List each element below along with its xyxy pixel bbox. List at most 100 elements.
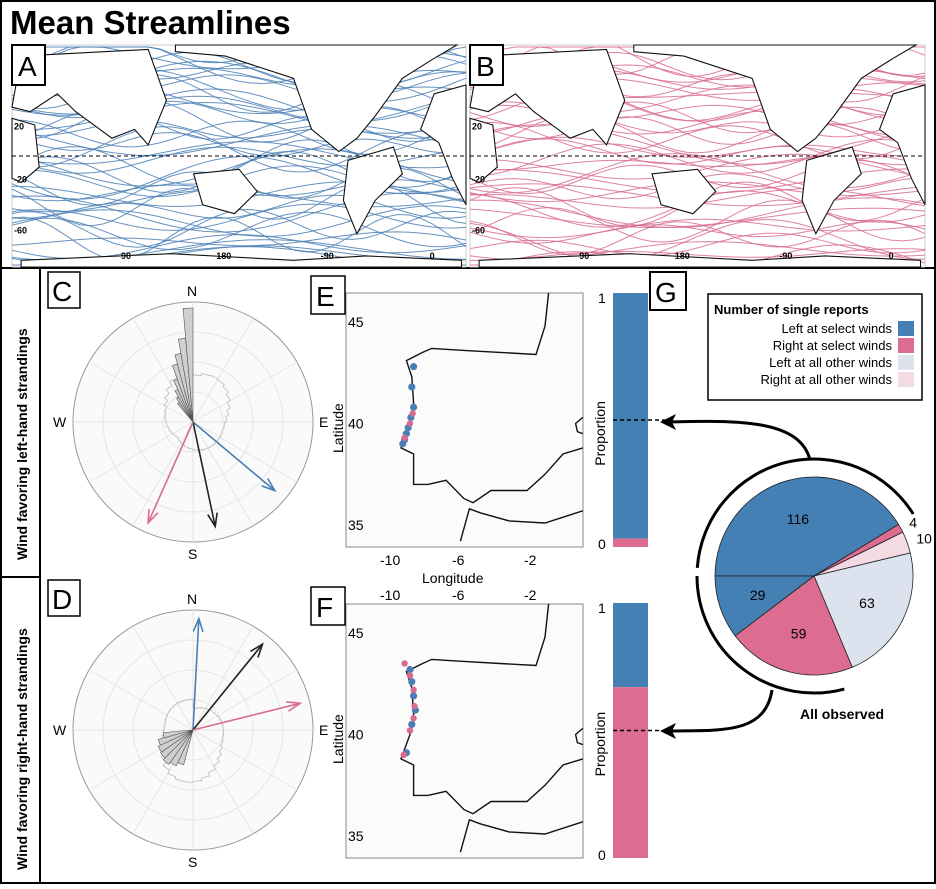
panel-label-box <box>47 579 81 617</box>
rose-plot-d: N S W E D <box>47 579 328 870</box>
stranding-point-right <box>401 660 408 667</box>
coastline <box>574 727 584 746</box>
x-tick-label: -2 <box>524 552 537 568</box>
y-axis-label: Proportion <box>592 401 608 466</box>
proportion-bar-e: 1 0 Proportion <box>592 290 665 552</box>
bar-segment-right <box>613 687 648 858</box>
streamline <box>469 218 926 263</box>
arrowhead-icon <box>660 414 676 430</box>
pie-caption: All observed <box>800 706 884 722</box>
y-tick-label: 40 <box>348 727 364 743</box>
stranding-point-left <box>410 403 418 411</box>
x-tick-label: -10 <box>380 552 400 568</box>
y-tick-label: 35 <box>348 517 364 533</box>
row-label-right: Wind favoring right-hand strandings <box>14 628 30 870</box>
link-arrow-to-e <box>667 419 812 461</box>
stranding-point-left <box>410 692 418 700</box>
arrowhead-icon <box>207 512 218 529</box>
figure-title: Mean Streamlines <box>10 4 291 41</box>
streamline <box>470 248 926 261</box>
arrowhead-icon <box>660 723 676 739</box>
pie-slice-label: 10 <box>916 530 932 546</box>
wind-arrow-right <box>147 421 194 524</box>
streamline <box>11 192 467 233</box>
row-label-left: Wind favoring left-hand strandings <box>14 328 30 560</box>
continent-outline <box>801 146 862 235</box>
continent-outline <box>11 48 167 146</box>
continent-outline <box>174 44 459 153</box>
bar-segment-right <box>613 538 648 547</box>
rose-wedge <box>162 729 194 765</box>
streamline <box>11 120 467 139</box>
stranding-point-right <box>410 715 417 722</box>
link-arrow-to-f <box>667 689 774 733</box>
legend-label: Right at select winds <box>773 338 893 353</box>
continent-outline <box>878 84 926 206</box>
legend-swatch <box>898 355 914 370</box>
continent-outline <box>469 48 626 146</box>
group-bracket-left <box>695 457 915 568</box>
streamline <box>11 203 467 231</box>
pie-slice <box>734 575 853 676</box>
compass-label-s: S <box>188 854 197 870</box>
lat-tick-label: -60 <box>14 226 27 236</box>
lon-tick-label: 0 <box>430 251 435 261</box>
panel-label-box <box>310 275 346 315</box>
wind-arrow-left <box>192 618 200 731</box>
continent-outline <box>469 117 498 184</box>
panel-label: B <box>476 51 495 82</box>
continent-outline <box>192 168 258 215</box>
coast-map-f: 45 40 35 -10 -6 -2 Latitude F <box>310 586 584 859</box>
streamline <box>469 218 926 239</box>
stranding-point-right <box>406 420 414 427</box>
rose-wedge <box>160 729 194 759</box>
stranding-point-right <box>400 751 407 758</box>
coastline <box>574 416 584 435</box>
stranding-point-right <box>406 727 414 734</box>
panel-label-box <box>310 586 346 626</box>
y-tick-label: 1 <box>598 290 606 306</box>
stranding-point-left <box>410 363 418 371</box>
streamline <box>11 231 467 247</box>
lat-tick-label: -20 <box>472 175 485 185</box>
streamline <box>11 126 467 173</box>
y-axis-label: Latitude <box>330 714 346 764</box>
pie-slice <box>813 552 914 668</box>
panel-label: F <box>316 592 333 623</box>
wind-arrow-right <box>192 702 301 731</box>
continent-outline <box>633 44 918 153</box>
lon-tick-label: 0 <box>889 251 894 261</box>
pie-slice-label: 4 <box>909 514 917 530</box>
streamline <box>11 131 467 157</box>
legend-label: Right at all other winds <box>760 372 892 387</box>
continent-outline <box>478 253 922 268</box>
coastline <box>400 603 584 815</box>
stranding-point-left <box>408 383 416 391</box>
pie-chart-g: 116 410 63 59 29 All observed <box>660 414 932 739</box>
lon-tick-label: 180 <box>216 251 231 261</box>
pie-slice <box>714 575 816 637</box>
lat-tick-label: -20 <box>14 175 27 185</box>
stranding-point-right <box>401 434 408 441</box>
coastline <box>459 507 584 542</box>
wind-arrow-left <box>192 421 276 492</box>
streamline <box>469 232 926 256</box>
continent-outline <box>342 146 404 235</box>
continent-outline <box>11 117 40 184</box>
stranding-point-left <box>408 720 416 728</box>
panel-label-g: G <box>649 271 687 311</box>
y-tick-label: 45 <box>348 314 364 330</box>
streamline <box>469 101 926 134</box>
stranding-point-right <box>411 702 418 710</box>
streamline <box>469 219 926 256</box>
stranding-point-right <box>409 410 416 417</box>
compass-label-n: N <box>187 591 197 607</box>
streamline <box>11 211 467 251</box>
panel-label: A <box>18 51 37 82</box>
arrowhead-icon <box>286 701 303 712</box>
stranding-point-right <box>406 672 414 679</box>
rose-all-winds-outline <box>163 367 232 452</box>
continent-outline <box>651 168 717 215</box>
panel-label: D <box>52 584 72 615</box>
